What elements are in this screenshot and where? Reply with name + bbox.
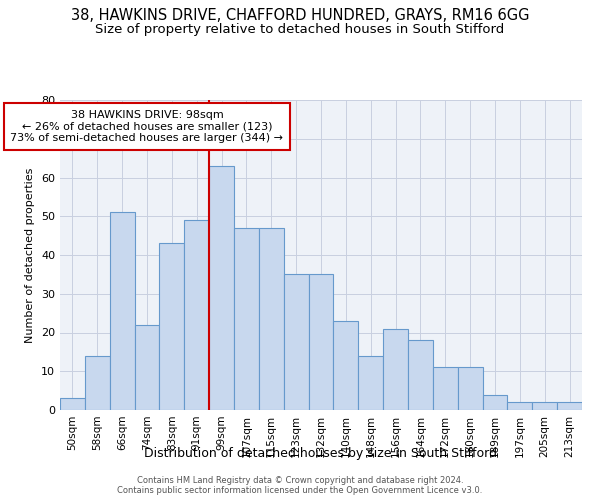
Bar: [383, 328, 408, 410]
Bar: [508, 402, 532, 410]
Bar: [209, 166, 234, 410]
Bar: [458, 368, 482, 410]
Bar: [482, 394, 508, 410]
Text: Distribution of detached houses by size in South Stifford: Distribution of detached houses by size …: [145, 448, 497, 460]
Bar: [160, 244, 184, 410]
Text: 38 HAWKINS DRIVE: 98sqm
← 26% of detached houses are smaller (123)
73% of semi-d: 38 HAWKINS DRIVE: 98sqm ← 26% of detache…: [11, 110, 284, 143]
Bar: [334, 321, 358, 410]
Y-axis label: Number of detached properties: Number of detached properties: [25, 168, 35, 342]
Bar: [134, 325, 160, 410]
Text: Contains HM Land Registry data © Crown copyright and database right 2024.
Contai: Contains HM Land Registry data © Crown c…: [118, 476, 482, 495]
Bar: [184, 220, 209, 410]
Bar: [284, 274, 308, 410]
Bar: [433, 368, 458, 410]
Bar: [532, 402, 557, 410]
Bar: [110, 212, 134, 410]
Bar: [557, 402, 582, 410]
Bar: [259, 228, 284, 410]
Bar: [60, 398, 85, 410]
Text: 38, HAWKINS DRIVE, CHAFFORD HUNDRED, GRAYS, RM16 6GG: 38, HAWKINS DRIVE, CHAFFORD HUNDRED, GRA…: [71, 8, 529, 22]
Bar: [85, 356, 110, 410]
Bar: [358, 356, 383, 410]
Bar: [308, 274, 334, 410]
Bar: [408, 340, 433, 410]
Bar: [234, 228, 259, 410]
Text: Size of property relative to detached houses in South Stifford: Size of property relative to detached ho…: [95, 22, 505, 36]
